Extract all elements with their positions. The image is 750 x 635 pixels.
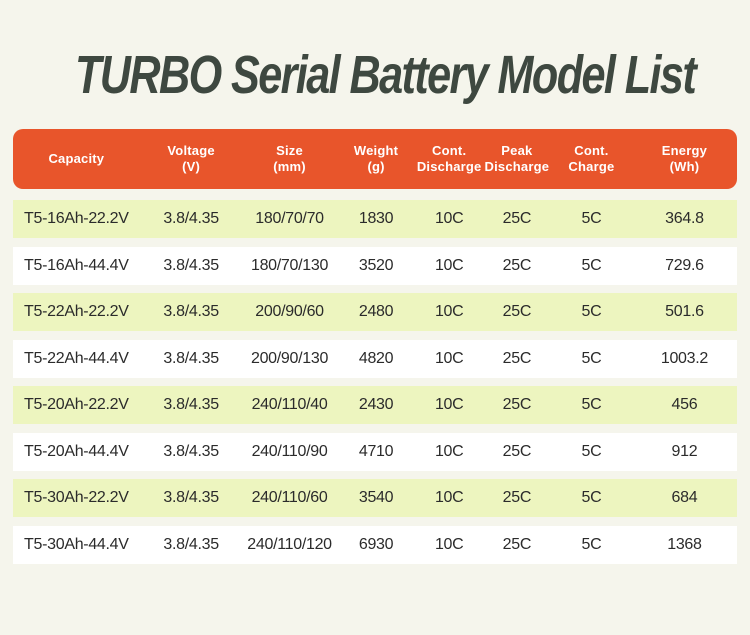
table-row: T5-20Ah-22.2V 3.8/4.35 240/110/40 2430 10C 25… — [13, 386, 737, 424]
table-cell: 25C — [502, 349, 532, 367]
battery-model-table: Capacity Voltage (V) Size (mm) Weight (g) Cont.… — [13, 129, 737, 564]
table-cell: 25C — [502, 489, 532, 506]
table-cell: 10C — [434, 303, 464, 320]
table-cell: 3.8/4.35 — [163, 349, 219, 367]
table-cell: 5C — [581, 396, 602, 413]
column-header: Capacity — [48, 151, 105, 166]
table-body: T5-16Ah-22.2V 3.8/4.35 180/70/70 1830 10C 25C… — [13, 200, 737, 564]
table-cell: 3.8/4.35 — [163, 303, 219, 320]
table-cell: 5C — [581, 349, 602, 367]
column-header: Peak Discharge — [484, 143, 550, 174]
table-cell: 10C — [434, 210, 464, 227]
table-cell: 364.8 — [665, 210, 704, 227]
table-cell: 5C — [581, 303, 602, 320]
table-cell: 25C — [502, 535, 532, 553]
table-cell: 2480 — [358, 303, 394, 320]
column-header: Size (mm) — [273, 143, 306, 174]
table-cell: 10C — [434, 256, 464, 274]
table-cell: 4710 — [358, 442, 394, 460]
column-header: Energy (Wh) — [661, 143, 708, 174]
table-cell: 10C — [434, 489, 464, 506]
table-cell: 3.8/4.35 — [163, 396, 219, 413]
table-cell: 1003.2 — [660, 349, 708, 367]
table-cell: 25C — [502, 303, 532, 320]
table-row: T5-20Ah-44.4V 3.8/4.35 240/110/90 4710 10C 25… — [13, 432, 737, 471]
table-cell: 5C — [581, 489, 602, 506]
table-cell: 25C — [502, 256, 532, 274]
table-cell: 180/70/70 — [255, 210, 324, 227]
page-title: TURBO Serial Battery Model List — [75, 45, 697, 105]
table-cell: 3.8/4.35 — [163, 256, 219, 274]
table-cell: T5-20Ah-22.2V — [24, 396, 129, 413]
table-cell: T5-22Ah-22.2V — [24, 303, 129, 320]
table-row: T5-16Ah-44.4V 3.8/4.35 180/70/130 3520 10C 25… — [13, 246, 737, 285]
table-cell: 1368 — [667, 535, 702, 553]
table-cell: 5C — [581, 442, 602, 460]
table-cell: 3.8/4.35 — [163, 535, 219, 553]
table-cell: T5-22Ah-44.4V — [24, 349, 129, 367]
table-row: T5-30Ah-44.4V 3.8/4.35 240/110/120 6930 10C 2… — [13, 525, 737, 564]
table-cell: 6930 — [358, 535, 394, 553]
table-cell: 25C — [502, 442, 532, 460]
table-cell: 10C — [434, 442, 464, 460]
table-cell: 1830 — [358, 210, 394, 227]
table-cell: 240/110/40 — [251, 396, 328, 413]
table-cell: 3.8/4.35 — [163, 442, 219, 460]
table-cell: 10C — [434, 535, 464, 553]
table-cell: 3520 — [358, 256, 394, 274]
table-header-row: Capacity Voltage (V) Size (mm) Weight (g) Cont.… — [13, 129, 737, 189]
table-cell: 25C — [502, 396, 532, 413]
table-cell: 200/90/60 — [255, 303, 324, 320]
table-cell: T5-30Ah-22.2V — [24, 489, 129, 506]
table-cell: 240/110/60 — [251, 489, 328, 506]
table-cell: 240/110/90 — [251, 442, 328, 460]
table-cell: 4820 — [358, 349, 394, 367]
table-cell: 3.8/4.35 — [163, 489, 219, 506]
table-cell: 5C — [581, 256, 602, 274]
table-cell: 5C — [581, 535, 602, 553]
table-cell: 684 — [671, 489, 698, 506]
table-cell: 2430 — [358, 396, 394, 413]
table-cell: 3540 — [358, 489, 394, 506]
table-cell: 10C — [434, 396, 464, 413]
table-row: T5-30Ah-22.2V 3.8/4.35 240/110/60 3540 10C 25… — [13, 479, 737, 517]
column-header: Cont. Charge — [568, 143, 615, 174]
table-cell: 240/110/120 — [247, 535, 332, 553]
table-cell: 200/90/130 — [250, 349, 329, 367]
table-row: T5-22Ah-44.4V 3.8/4.35 200/90/130 4820 10C 25… — [13, 339, 737, 378]
table-cell: 912 — [671, 442, 698, 460]
column-header: Cont. Discharge — [416, 143, 482, 174]
table-cell: 10C — [434, 349, 464, 367]
column-header: Weight (g) — [353, 143, 399, 174]
table-cell: 5C — [581, 210, 602, 227]
table-cell: T5-16Ah-22.2V — [24, 210, 129, 227]
table-cell: 501.6 — [665, 303, 704, 320]
table-cell: 729.6 — [665, 256, 704, 274]
column-header: Voltage (V) — [167, 143, 215, 174]
table-row: T5-22Ah-22.2V 3.8/4.35 200/90/60 2480 10C 25C… — [13, 293, 737, 331]
table-cell: 25C — [502, 210, 532, 227]
table-cell: T5-20Ah-44.4V — [24, 442, 129, 460]
table-cell: T5-16Ah-44.4V — [24, 256, 129, 274]
table-cell: 3.8/4.35 — [163, 210, 219, 227]
table-cell: 456 — [671, 396, 698, 413]
table-row: T5-16Ah-22.2V 3.8/4.35 180/70/70 1830 10C 25C… — [13, 200, 737, 238]
table-cell: 180/70/130 — [250, 256, 329, 274]
table-cell: T5-30Ah-44.4V — [24, 535, 129, 553]
